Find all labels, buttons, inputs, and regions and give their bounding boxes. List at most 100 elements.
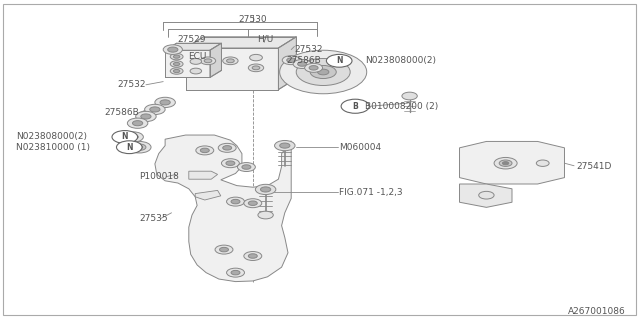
Circle shape xyxy=(341,99,369,113)
Circle shape xyxy=(317,69,329,75)
Circle shape xyxy=(326,54,352,67)
Circle shape xyxy=(499,160,512,166)
Circle shape xyxy=(123,132,143,142)
Circle shape xyxy=(215,245,233,254)
Text: H/U: H/U xyxy=(257,35,274,44)
Text: 27532: 27532 xyxy=(117,80,146,89)
Text: B010008200 (2): B010008200 (2) xyxy=(365,102,438,111)
Circle shape xyxy=(226,161,235,165)
Circle shape xyxy=(310,66,336,78)
Circle shape xyxy=(248,254,257,258)
Polygon shape xyxy=(165,50,210,77)
Circle shape xyxy=(170,53,183,60)
Text: N: N xyxy=(336,56,342,65)
Circle shape xyxy=(280,143,290,148)
Circle shape xyxy=(494,157,517,169)
Circle shape xyxy=(309,66,318,70)
Circle shape xyxy=(248,201,257,205)
Circle shape xyxy=(196,146,214,155)
Circle shape xyxy=(136,146,143,149)
Polygon shape xyxy=(186,37,296,48)
Circle shape xyxy=(168,47,178,52)
Circle shape xyxy=(160,100,170,105)
Circle shape xyxy=(293,60,311,68)
Polygon shape xyxy=(189,171,218,179)
Text: 27535: 27535 xyxy=(140,214,168,223)
Text: 27586B: 27586B xyxy=(287,56,321,65)
Text: 27532: 27532 xyxy=(294,45,323,54)
Circle shape xyxy=(173,62,180,66)
Circle shape xyxy=(244,199,262,208)
Circle shape xyxy=(170,61,183,67)
Text: ECU: ECU xyxy=(188,52,206,60)
Circle shape xyxy=(155,97,175,108)
Circle shape xyxy=(220,247,228,252)
Circle shape xyxy=(290,63,298,67)
Circle shape xyxy=(402,92,417,100)
Circle shape xyxy=(223,57,238,65)
Circle shape xyxy=(287,75,300,81)
Circle shape xyxy=(231,270,240,275)
Text: N023810000 (1): N023810000 (1) xyxy=(16,143,90,152)
Circle shape xyxy=(244,252,262,260)
Circle shape xyxy=(242,165,251,169)
Polygon shape xyxy=(460,141,564,184)
Text: B: B xyxy=(353,102,358,111)
Circle shape xyxy=(479,191,494,199)
Circle shape xyxy=(237,163,255,172)
Text: M060004: M060004 xyxy=(339,143,381,152)
Circle shape xyxy=(221,159,239,168)
Text: N: N xyxy=(126,143,132,152)
Circle shape xyxy=(227,268,244,277)
Text: 27541D: 27541D xyxy=(576,162,611,171)
Circle shape xyxy=(218,143,236,152)
Circle shape xyxy=(127,118,148,128)
Text: A267001086: A267001086 xyxy=(568,307,626,316)
Circle shape xyxy=(200,57,216,65)
Circle shape xyxy=(280,50,367,94)
Circle shape xyxy=(133,144,146,150)
Text: FIG.071 -1,2,3: FIG.071 -1,2,3 xyxy=(339,188,403,197)
Circle shape xyxy=(116,141,142,154)
Circle shape xyxy=(252,66,260,70)
Circle shape xyxy=(170,68,183,74)
Circle shape xyxy=(282,56,300,65)
Circle shape xyxy=(190,59,202,64)
Circle shape xyxy=(204,59,212,63)
Circle shape xyxy=(502,162,509,165)
Circle shape xyxy=(286,61,301,69)
Circle shape xyxy=(200,148,209,153)
Circle shape xyxy=(255,184,276,195)
Circle shape xyxy=(163,45,182,54)
Circle shape xyxy=(190,68,202,74)
Text: 27529: 27529 xyxy=(178,35,206,44)
Polygon shape xyxy=(210,43,221,77)
Text: N: N xyxy=(122,132,128,141)
Circle shape xyxy=(260,187,271,192)
Circle shape xyxy=(231,199,240,204)
Circle shape xyxy=(112,131,138,143)
Polygon shape xyxy=(186,48,278,90)
Polygon shape xyxy=(195,190,221,200)
Polygon shape xyxy=(278,37,296,90)
Circle shape xyxy=(287,58,296,62)
Text: 27586B: 27586B xyxy=(105,108,140,117)
Circle shape xyxy=(258,211,273,219)
Circle shape xyxy=(275,140,295,151)
Circle shape xyxy=(141,114,151,119)
Circle shape xyxy=(173,55,180,58)
Circle shape xyxy=(227,59,234,63)
Circle shape xyxy=(296,59,350,85)
Circle shape xyxy=(250,54,262,61)
Circle shape xyxy=(132,121,143,126)
Text: N023808000(2): N023808000(2) xyxy=(16,132,87,141)
Circle shape xyxy=(536,160,549,166)
Circle shape xyxy=(128,141,151,153)
Circle shape xyxy=(128,134,138,140)
Circle shape xyxy=(305,63,323,72)
Circle shape xyxy=(150,107,160,112)
Text: 27530: 27530 xyxy=(239,15,267,24)
Circle shape xyxy=(227,197,244,206)
Circle shape xyxy=(173,69,180,73)
Polygon shape xyxy=(460,184,512,207)
